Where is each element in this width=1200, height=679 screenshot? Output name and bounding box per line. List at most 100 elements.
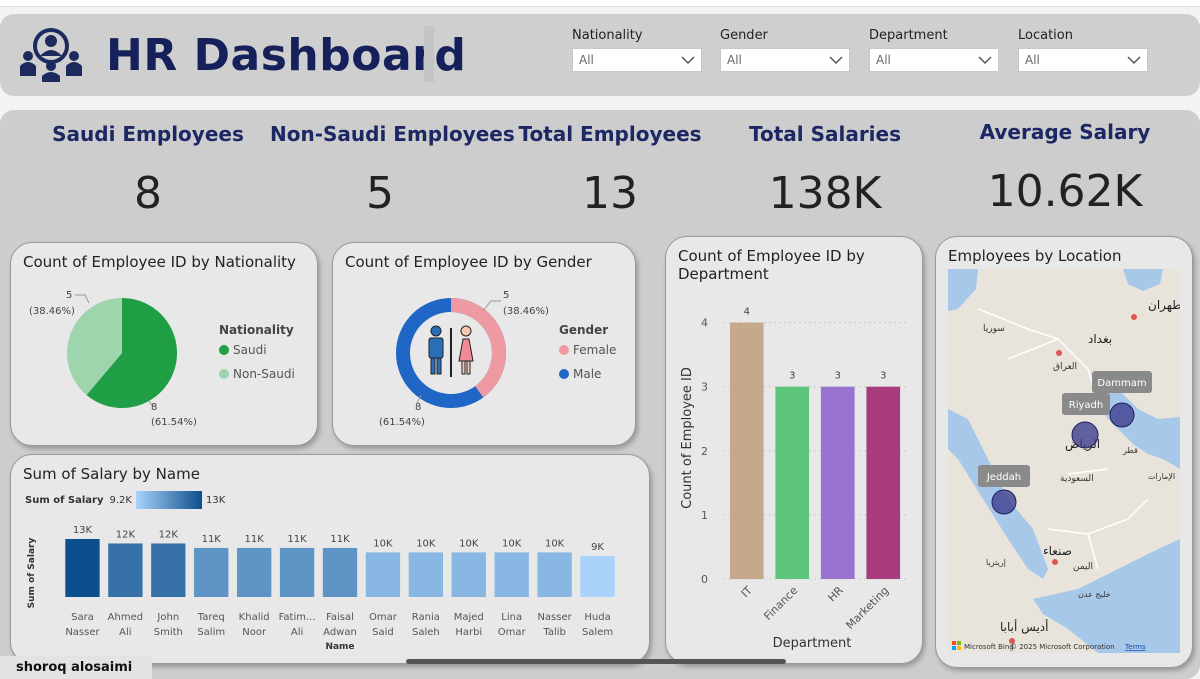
x-tick-label: Said xyxy=(372,627,394,638)
location-map[interactable]: طهران سوريا بغداد العراق الرياض السعودية… xyxy=(948,269,1180,653)
bubble-label: Dammam xyxy=(1097,378,1146,389)
card-title: Count of Employee ID by Nationality xyxy=(23,253,296,271)
bar-hr[interactable] xyxy=(820,386,855,579)
salary-bar[interactable] xyxy=(279,547,315,597)
chevron-down-icon xyxy=(681,56,695,65)
bar-value-label: 10K xyxy=(373,538,393,549)
bar-value-label: 9K xyxy=(591,542,604,553)
legend-label: Male xyxy=(573,367,602,381)
location-bubble-riyadh[interactable] xyxy=(1071,421,1099,449)
location-bubble-jeddah[interactable] xyxy=(991,489,1017,515)
author-tab[interactable]: shoroq alosaimi xyxy=(0,656,152,679)
kpi-value: 13 xyxy=(582,168,638,219)
y-tick-label: 3 xyxy=(701,381,708,394)
salary-bar[interactable] xyxy=(108,543,143,597)
salary-bar[interactable] xyxy=(322,547,358,597)
filter-location: Location All xyxy=(1018,28,1148,72)
x-tick-label: Talib xyxy=(542,627,566,638)
salary-bar[interactable] xyxy=(151,543,186,597)
salary-bar[interactable] xyxy=(580,555,615,597)
x-tick-label: Marketing xyxy=(843,584,891,632)
department-dropdown[interactable]: All xyxy=(869,48,999,72)
map-label: اليمن xyxy=(1073,562,1093,572)
city-marker xyxy=(1056,350,1062,356)
pie-slice-saudi[interactable] xyxy=(86,298,178,408)
legend-item-non-saudi[interactable]: Non-Saudi xyxy=(219,367,295,381)
x-tick-label: Huda xyxy=(584,612,610,623)
y-tick-label: 2 xyxy=(701,445,708,458)
map-label: إريتريا xyxy=(986,558,1006,568)
map-label: العراق xyxy=(1053,362,1077,372)
kpi-total-salaries: Total Salaries 138K xyxy=(730,122,920,219)
leader-line xyxy=(75,294,90,304)
map-attribution: © 2025 Microsoft Corporation xyxy=(1010,643,1115,651)
chevron-down-icon xyxy=(829,56,843,65)
bar-value-label: 10K xyxy=(545,538,565,549)
x-tick-label: Nasser xyxy=(65,627,100,638)
salary-bar[interactable] xyxy=(65,539,100,597)
x-tick-label: Salem xyxy=(582,627,613,638)
bar-value-label: 3 xyxy=(880,371,886,382)
kpi-value: 10.62K xyxy=(987,166,1143,217)
salary-bar[interactable] xyxy=(537,552,572,597)
salary-bar[interactable] xyxy=(194,547,229,597)
data-label: (61.54%) xyxy=(151,417,197,428)
department-bar-chart: 0 1 2 3 4 4 IT 3 Finance 3 HR 3 Marketing Department C… xyxy=(680,307,906,651)
map-label: الإمارات xyxy=(1148,472,1175,482)
legend-item-female[interactable]: Female xyxy=(559,343,616,357)
legend-min: 9.2K xyxy=(109,494,132,506)
bar-it[interactable] xyxy=(729,322,764,579)
legend-item-saudi[interactable]: Saudi xyxy=(219,343,295,357)
legend-swatch xyxy=(219,369,229,379)
horizontal-scrollbar[interactable] xyxy=(406,659,786,664)
dropdown-value: All xyxy=(1025,53,1040,67)
x-tick-label: Fatim... xyxy=(279,612,316,623)
salary-bar[interactable] xyxy=(494,552,529,597)
salary-bar[interactable] xyxy=(451,552,486,597)
map-terms-link[interactable]: Terms xyxy=(1124,643,1146,651)
x-tick-label: Faisal xyxy=(326,612,354,623)
filter-label: Gender xyxy=(720,28,768,43)
donut-slice-female[interactable] xyxy=(450,298,506,398)
bubble-tooltip xyxy=(978,465,1030,487)
x-tick-label: Saleh xyxy=(412,627,440,638)
data-label: (38.46%) xyxy=(29,306,75,317)
bar-value-label: 4 xyxy=(744,307,750,318)
x-tick-label: Tareq xyxy=(197,612,225,623)
location-bubble-dammam[interactable] xyxy=(1109,402,1135,428)
gender-dropdown[interactable]: All xyxy=(720,48,850,72)
salary-bar[interactable] xyxy=(365,552,401,597)
filter-department: Department All xyxy=(869,28,999,72)
x-tick-label: Sara xyxy=(71,612,94,623)
legend-item-male[interactable]: Male xyxy=(559,367,616,381)
x-tick-label: Nasser xyxy=(537,612,572,623)
data-label: 8 xyxy=(151,402,157,413)
y-tick-label: 4 xyxy=(701,317,708,330)
x-tick-label: Finance xyxy=(761,584,800,623)
dropdown-value: All xyxy=(727,53,742,67)
bar-value-label: 11K xyxy=(287,534,307,545)
kpi-average-salary: Average Salary 10.62K xyxy=(965,120,1165,217)
y-tick-label: 1 xyxy=(701,509,708,522)
x-tick-label: Ali xyxy=(291,627,303,638)
kpi-title: Total Employees xyxy=(518,122,702,146)
salary-bar[interactable] xyxy=(408,552,444,597)
salary-color-legend: Sum of Salary 9.2K 13K xyxy=(25,491,225,509)
title-divider xyxy=(424,26,434,82)
x-tick-label: IT xyxy=(739,584,755,600)
card-title: Count of Employee ID by Department xyxy=(678,247,865,283)
pie-slice-non-saudi[interactable] xyxy=(67,298,122,395)
location-dropdown[interactable]: All xyxy=(1018,48,1148,72)
bar-value-label: 10K xyxy=(459,538,479,549)
bar-marketing[interactable] xyxy=(866,386,901,579)
chevron-down-icon xyxy=(978,56,992,65)
dropdown-value: All xyxy=(876,53,891,67)
salary-bar[interactable] xyxy=(236,547,272,597)
bar-value-label: 11K xyxy=(330,534,350,545)
top-edge xyxy=(0,0,1200,7)
bar-finance[interactable] xyxy=(775,386,810,579)
nationality-dropdown[interactable]: All xyxy=(572,48,702,72)
kpi-title: Saudi Employees xyxy=(52,122,244,146)
x-tick-label: HR xyxy=(825,584,846,605)
y-tick-label: 0 xyxy=(701,573,708,586)
